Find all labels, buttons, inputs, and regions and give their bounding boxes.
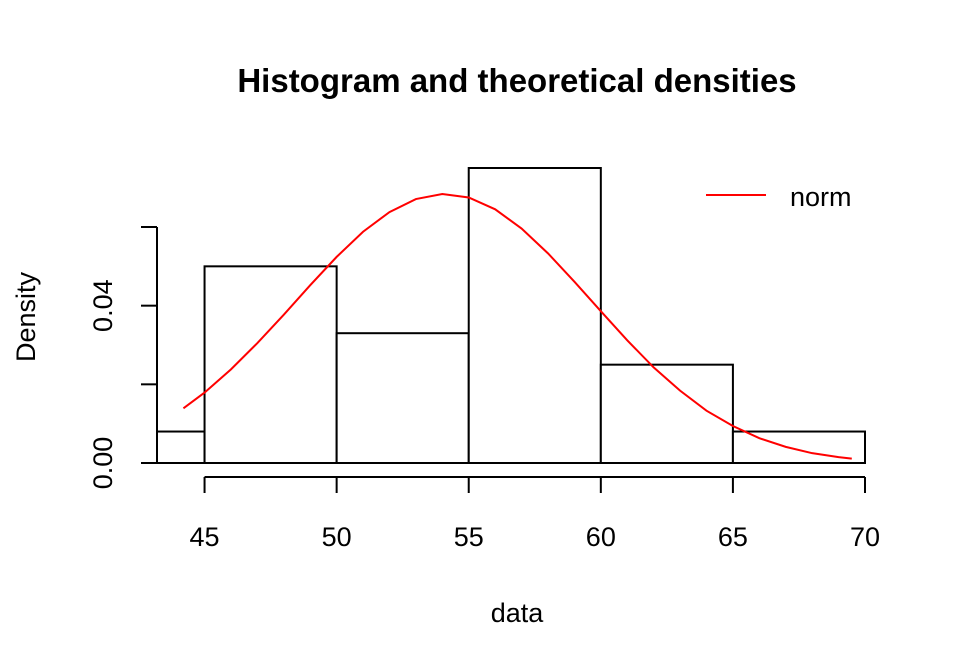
x-axis: 45 50 55 60 65 70 [190, 476, 880, 552]
legend: norm [706, 182, 852, 212]
x-tick-label-0: 45 [190, 522, 220, 552]
legend-label-norm: norm [790, 182, 852, 212]
histogram-bar-0 [156, 430, 206, 464]
x-axis-label: data [491, 598, 545, 628]
y-tick-label-0: 0.00 [88, 437, 118, 490]
histogram-bar-1 [203, 265, 338, 465]
density-curve-group [182, 192, 852, 460]
x-tick-label-4: 65 [718, 522, 748, 552]
y-tick-label-2: 0.04 [88, 279, 118, 332]
histogram-bar-2 [335, 332, 470, 465]
y-axis-label: Density [11, 271, 41, 362]
density-curve-norm [182, 192, 852, 460]
x-tick-label-3: 60 [586, 522, 616, 552]
histogram-bar-3 [467, 167, 602, 464]
x-tick-label-5: 70 [850, 522, 880, 552]
y-axis: 0.00 0.04 [88, 226, 158, 490]
x-tick-label-2: 55 [454, 522, 484, 552]
x-tick-label-1: 50 [322, 522, 352, 552]
chart-title: Histogram and theoretical densities [237, 62, 796, 99]
histogram-bars [156, 167, 867, 465]
